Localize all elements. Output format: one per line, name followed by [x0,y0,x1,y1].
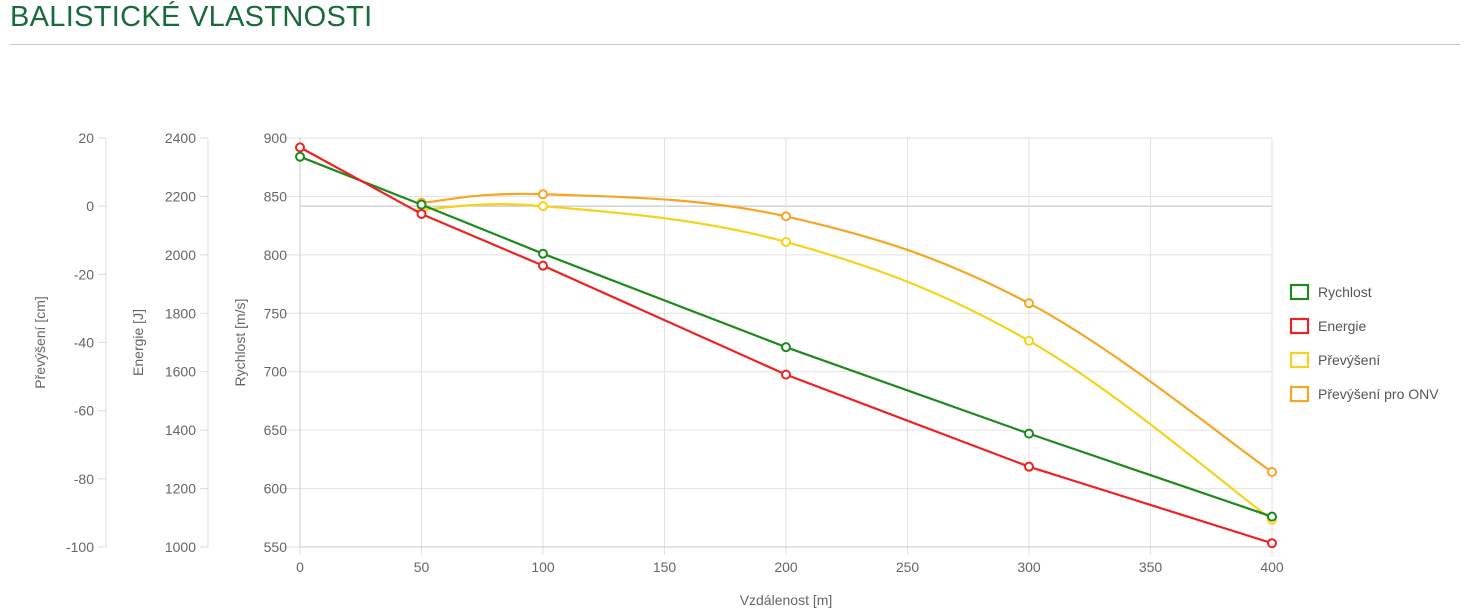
page-title: BALISTICKÉ VLASTNOSTI [10,1,373,33]
velocity-tick-label: 800 [264,247,288,263]
velocity-tick-label: 750 [264,305,288,321]
velocity-tick-label: 550 [264,539,288,555]
energy-tick-label: 1400 [165,422,196,438]
energy-tick-label: 2200 [165,188,196,204]
series-line-rychlost [299,155,1273,518]
data-point-prevyseni-pro-onv [1024,298,1034,309]
legend-label-rychlost: Rychlost [1318,284,1372,300]
data-point-energie [295,142,305,153]
chart-series [295,142,1277,549]
energy-tick-label: 1800 [165,305,196,321]
title-divider [10,44,1460,45]
drop-tick-label: -100 [66,539,94,555]
drop-tick-label: -20 [74,266,94,282]
drop-tick-label: 0 [86,198,94,214]
drop-tick-label: -40 [74,335,94,351]
drop-tick-label: -60 [74,403,94,419]
x-tick-label: 250 [896,559,920,575]
data-point-prevyseni-pro-onv [781,211,791,222]
data-point-prevyseni-pro-onv [538,189,548,200]
x-tick-label: 0 [296,559,304,575]
legend-label-prevyseni-pro-onv: Převýšení pro ONV [1318,386,1439,402]
data-point-energie [538,260,548,271]
velocity-tick-label: 600 [264,481,288,497]
x-tick-label: 350 [1139,559,1163,575]
legend-swatch-rychlost [1289,283,1310,301]
velocity-tick-label: 700 [264,364,288,380]
x-tick-label: 400 [1260,559,1284,575]
data-point-rychlost [416,199,427,210]
data-point-energie [1024,461,1034,472]
data-point-prevyseni [781,236,791,247]
x-tick-label: 100 [531,559,555,575]
energy-tick-label: 1200 [165,481,196,497]
x-tick-label: 200 [774,559,798,575]
legend-swatch-prevyseni [1289,351,1310,369]
data-point-rychlost [538,248,548,259]
x-tick-label: 150 [653,559,677,575]
energy-tick-label: 1000 [165,539,196,555]
data-point-rychlost [781,342,791,353]
energy-tick-label: 1600 [165,364,196,380]
x-tick-label: 300 [1017,559,1041,575]
chart-legend: Rychlost Energie Převýšení Převýšení pro ON… [1289,283,1439,403]
drop-tick-label: 20 [78,130,94,146]
data-point-energie [1267,538,1277,549]
data-point-prevyseni [1024,335,1034,346]
energy-axis-title: Energie [J] [130,309,146,376]
data-point-prevyseni-pro-onv [1267,467,1277,478]
x-tick-label: 50 [414,559,430,575]
data-point-prevyseni [538,201,548,212]
legend-label-prevyseni: Převýšení [1318,352,1380,368]
series-line-prevyseni [421,203,1273,521]
drop-tick-label: -80 [74,471,94,487]
legend-swatch-energie [1289,317,1310,335]
data-point-energie [781,369,791,380]
velocity-tick-label: 850 [264,188,288,204]
data-point-energie [416,208,427,219]
drop-axis-title: Převýšení [cm] [32,296,48,389]
x-axis-title: Vzdálenost [m] [740,592,833,608]
legend-label-energie: Energie [1318,318,1366,334]
velocity-axis-title: Rychlost [m/s] [232,299,248,387]
series-line-prevyseni-pro-onv [421,192,1273,473]
legend-swatch-prevyseni-pro-onv [1289,385,1310,403]
data-point-rychlost [1024,428,1034,439]
energy-tick-label: 2000 [165,247,196,263]
energy-tick-label: 2400 [165,130,196,146]
series-line-energie [299,146,1273,545]
data-point-rychlost [1267,511,1277,522]
velocity-tick-label: 650 [264,422,288,438]
velocity-tick-label: 900 [264,130,288,146]
data-point-rychlost [295,151,305,162]
